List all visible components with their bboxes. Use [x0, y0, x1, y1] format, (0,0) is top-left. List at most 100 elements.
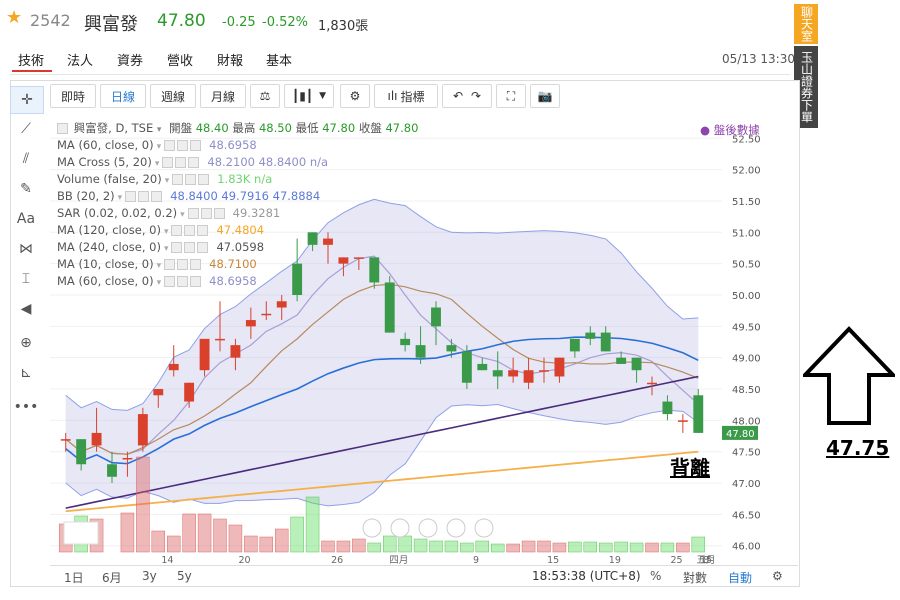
measure-tool-icon[interactable]: ⌶ [21, 271, 31, 287]
volume-bar [614, 541, 628, 553]
chatroom-link[interactable]: 聊天室 [794, 4, 818, 44]
settings-icon[interactable] [175, 157, 187, 168]
nav-divider [10, 74, 790, 75]
candle-body [230, 345, 241, 358]
remove-icon[interactable] [190, 259, 202, 270]
indicators-button[interactable]: ılı 指標 [374, 84, 438, 108]
text-tool-icon[interactable]: Aa [16, 211, 36, 227]
legend-row-label: SAR (0.02, 0.02, 0.2) [57, 206, 178, 220]
volume-bar [166, 535, 181, 553]
legend-row: SAR (0.02, 0.02, 0.2) ▾ 49.3281 [57, 206, 281, 220]
remove-icon[interactable] [151, 191, 163, 202]
redo-icon[interactable]: ↷ [471, 89, 482, 103]
candle-body [137, 414, 148, 446]
legend-row: Volume (false, 20) ▾ 1.83K n/a [57, 172, 273, 186]
settings-gear-icon[interactable]: ⚙ [772, 569, 783, 583]
visibility-icon[interactable] [164, 140, 176, 151]
gear-icon[interactable]: ⚙ [340, 84, 370, 108]
remove-icon[interactable] [190, 276, 202, 287]
percent-toggle[interactable]: % [650, 569, 662, 583]
visibility-icon[interactable] [125, 191, 137, 202]
fullscreen-icon[interactable]: ⛶ [496, 84, 526, 108]
legend-row-value: 47.0598 [216, 240, 265, 254]
legend-close-label: 收盤 [358, 121, 382, 135]
ruler-icon[interactable]: ⊾ [20, 365, 32, 381]
tab-basic[interactable]: 基本 [266, 54, 293, 69]
candle-body [60, 439, 71, 441]
candle-body [461, 351, 472, 383]
visibility-icon[interactable] [187, 208, 199, 219]
more-icon[interactable]: ••• [13, 399, 39, 415]
remove-icon[interactable] [190, 140, 202, 151]
x-tick-label: 15 [700, 555, 712, 564]
settings-icon[interactable] [177, 276, 189, 287]
legend-row-value: 47.4804 [216, 223, 265, 237]
candle-body [415, 345, 426, 358]
zoom-control-icon [474, 518, 494, 538]
volume-bar [136, 456, 150, 553]
candle-body [523, 370, 534, 383]
tab-technical[interactable]: 技術 [18, 54, 45, 69]
visibility-icon[interactable] [171, 225, 183, 236]
collapse-icon[interactable] [57, 123, 68, 134]
visibility-icon[interactable] [164, 276, 176, 287]
range-1d[interactable]: 1日 [64, 571, 84, 585]
brush-icon[interactable]: ✎ [20, 181, 32, 197]
crosshair-icon[interactable]: ✛ [10, 86, 44, 114]
tab-financials[interactable]: 財報 [217, 54, 244, 69]
quote-datetime: 05/13 13:30 [722, 52, 795, 66]
monthly-button[interactable]: 月線 [200, 84, 246, 108]
ma10-line [65, 283, 699, 455]
camera-icon[interactable]: 📷 [530, 84, 560, 108]
visibility-icon[interactable] [172, 174, 184, 185]
remove-icon[interactable] [197, 242, 209, 253]
settings-icon[interactable] [184, 225, 196, 236]
tab-revenue[interactable]: 營收 [167, 54, 194, 69]
favorite-star-icon[interactable]: ★ [6, 7, 23, 28]
settings-icon[interactable] [185, 174, 197, 185]
scale-icon[interactable]: ⚖ [250, 84, 280, 108]
y-tick-label: 46.00 [732, 542, 761, 553]
tab-margin[interactable]: 資券 [117, 54, 144, 69]
undo-icon[interactable]: ↶ [452, 89, 463, 103]
remove-icon[interactable] [197, 225, 209, 236]
ma5-line [65, 255, 699, 455]
pattern-tool-icon[interactable]: ⋈ [19, 241, 33, 257]
log-toggle[interactable]: 對數 [683, 571, 708, 585]
range-6m[interactable]: 6月 [102, 571, 122, 585]
y-tick-label: 52.00 [732, 166, 761, 177]
candle-body [76, 439, 87, 465]
intraday-button[interactable]: 即時 [50, 84, 96, 108]
settings-icon[interactable] [177, 140, 189, 151]
visibility-icon[interactable] [162, 157, 174, 168]
remove-icon[interactable] [198, 174, 210, 185]
settings-icon[interactable] [177, 259, 189, 270]
after-hours-data-link[interactable]: ● 盤後數據 [700, 123, 760, 137]
visibility-icon[interactable] [171, 242, 183, 253]
volume-bar [259, 536, 274, 553]
range-3y[interactable]: 3y [142, 569, 157, 583]
weekly-button[interactable]: 週線 [150, 84, 196, 108]
volume-bar [228, 524, 243, 553]
arrow-left-icon[interactable]: ◀ [20, 301, 32, 317]
settings-icon[interactable] [200, 208, 212, 219]
legend-row-value: 1.83K n/a [217, 172, 273, 186]
fib-tool-icon[interactable]: ⫽ [22, 151, 30, 167]
settings-icon[interactable] [184, 242, 196, 253]
volume-bar [213, 518, 227, 553]
tab-institutional[interactable]: 法人 [67, 54, 94, 69]
price-chart[interactable]: 52.50 52.00 51.50 51.00 50.50 50.00 49.50 49.00… [50, 112, 798, 564]
remove-icon[interactable] [213, 208, 225, 219]
zoom-control-icon [362, 518, 382, 538]
range-5y[interactable]: 5y [177, 569, 192, 583]
visibility-icon[interactable] [164, 259, 176, 270]
daily-button[interactable]: 日線 [100, 84, 146, 108]
candle-style-button[interactable]: ┃▮┃ ▼ [284, 84, 334, 108]
legend-row-value: 48.6958 [209, 274, 257, 288]
zoom-in-icon[interactable]: ⊕ [20, 335, 32, 351]
remove-icon[interactable] [188, 157, 200, 168]
trend-line-icon[interactable]: ⟋ [21, 121, 31, 137]
auto-scale-toggle[interactable]: 自動 [728, 571, 753, 585]
settings-icon[interactable] [138, 191, 150, 202]
ma120-line [65, 450, 699, 513]
